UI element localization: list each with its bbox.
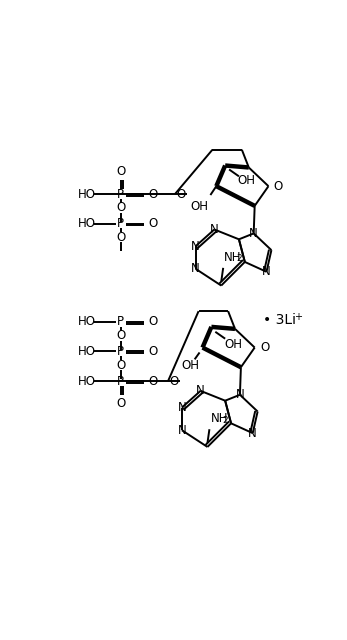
Text: O: O [149, 374, 158, 387]
Text: N: N [177, 424, 186, 436]
Text: HO: HO [77, 345, 95, 358]
Text: N: N [196, 385, 205, 397]
Text: O: O [116, 231, 126, 244]
Text: N: N [249, 227, 258, 240]
Text: N: N [248, 427, 257, 440]
Text: O: O [116, 165, 126, 178]
Text: O: O [169, 374, 179, 387]
Text: OH: OH [182, 359, 200, 372]
Text: N: N [177, 401, 186, 414]
Text: N: N [191, 262, 200, 275]
Text: N: N [210, 223, 219, 236]
Text: O: O [149, 345, 158, 358]
Text: O: O [274, 180, 283, 193]
Text: O: O [260, 341, 269, 354]
Text: HO: HO [77, 217, 95, 230]
Text: • 3Li: • 3Li [263, 313, 296, 327]
Text: P: P [117, 217, 124, 230]
Text: 2: 2 [222, 416, 228, 425]
Text: N: N [262, 266, 271, 278]
Text: O: O [149, 316, 158, 328]
Text: HO: HO [77, 316, 95, 328]
Text: O: O [116, 329, 126, 342]
Text: HO: HO [77, 374, 95, 387]
Text: +: + [294, 312, 302, 322]
Text: NH: NH [210, 412, 228, 425]
Text: 2: 2 [236, 255, 242, 264]
Text: P: P [117, 374, 124, 387]
Text: P: P [117, 316, 124, 328]
Text: O: O [116, 359, 126, 372]
Text: N: N [236, 388, 244, 401]
Text: NH: NH [224, 250, 242, 264]
Text: O: O [149, 188, 158, 200]
Text: O: O [116, 202, 126, 214]
Text: P: P [117, 345, 124, 358]
Text: HO: HO [77, 188, 95, 200]
Text: O: O [176, 188, 186, 200]
Text: O: O [116, 397, 126, 410]
Text: OH: OH [191, 200, 209, 213]
Text: O: O [149, 217, 158, 230]
Text: OH: OH [224, 338, 242, 351]
Text: OH: OH [238, 174, 256, 187]
Text: P: P [117, 188, 124, 200]
Text: N: N [191, 240, 200, 253]
